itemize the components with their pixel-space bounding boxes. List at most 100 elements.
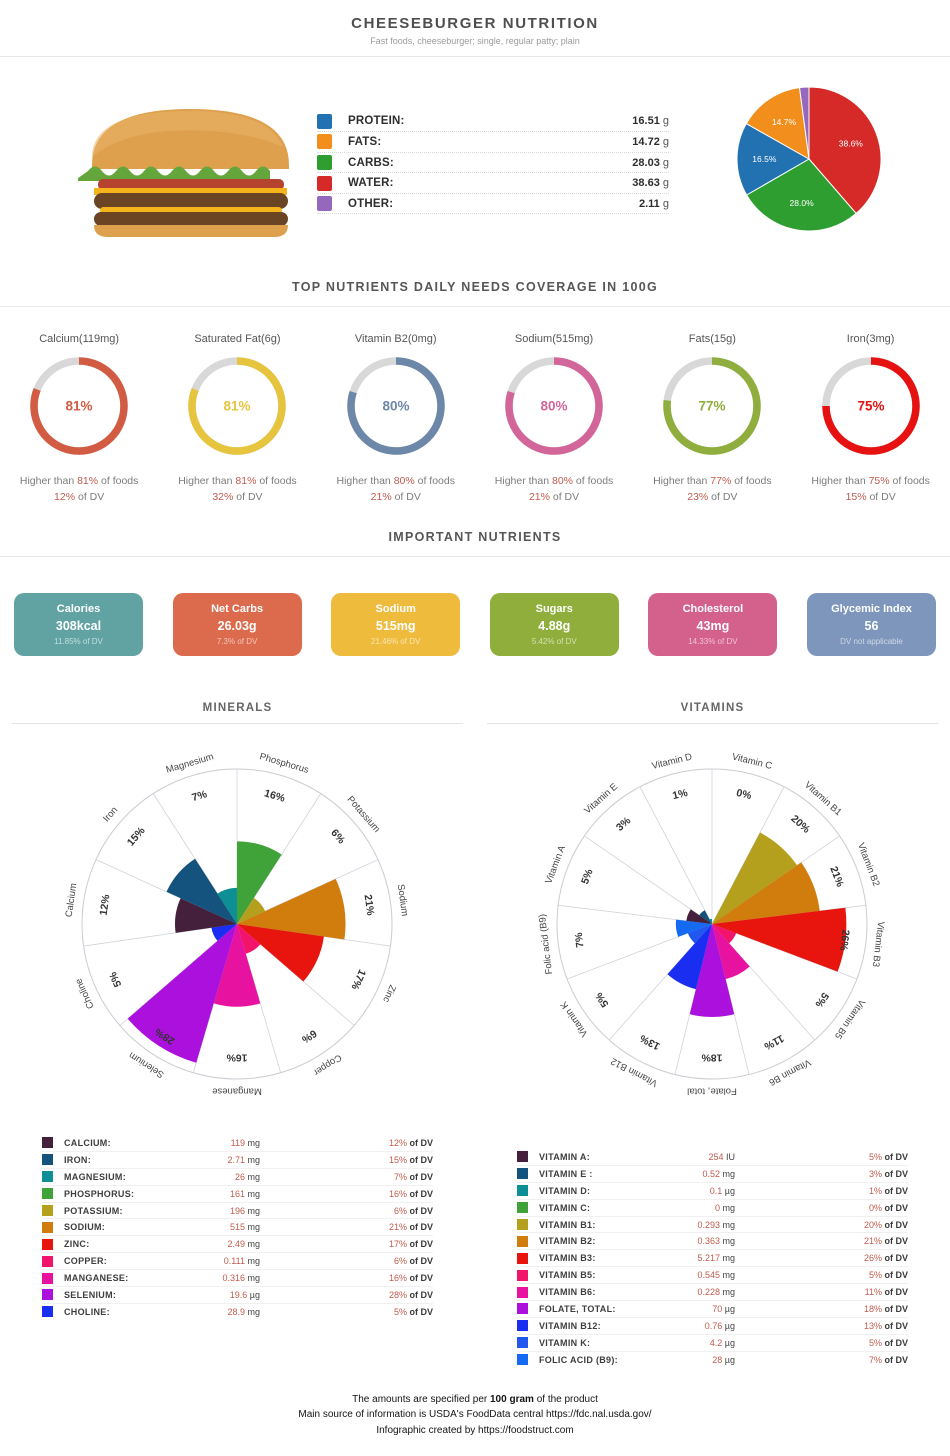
row-value: 0.111 mg: [223, 1256, 260, 1267]
legend-swatch: [317, 196, 332, 212]
legend-label: FATS:: [348, 135, 382, 148]
polar-wedge-manganese: [213, 924, 261, 1007]
row-value: 5.217 mg: [697, 1253, 735, 1264]
row-value: 0.293 mg: [697, 1219, 735, 1230]
polar-category-label: Folic acid (B9): [537, 913, 555, 975]
polar-category-label: Sodium: [395, 883, 410, 917]
polar-wedge-vitamin-b3: [712, 907, 847, 972]
macro-legend-row: CARBS: 28.03 g: [317, 153, 669, 174]
row-swatch: [42, 1306, 53, 1318]
row-dv: 6% of DV: [393, 1205, 433, 1216]
polar-percent-label: 3%: [614, 814, 634, 833]
row-value: 0 mg: [714, 1202, 735, 1213]
row-dv: 28% of DV: [388, 1289, 433, 1300]
table-row: VITAMIN D: 0.1 µg 1% of DV: [517, 1183, 908, 1200]
row-dv: 5% of DV: [868, 1337, 908, 1348]
gauges-row: Calcium(119mg) 81% Higher than 81% of food…: [0, 307, 950, 519]
row-name: PHOSPHORUS:: [64, 1188, 135, 1199]
nutrient-card: Glycemic Index 56 DV not applicable: [806, 593, 936, 656]
row-swatch: [42, 1188, 53, 1200]
table-row: VITAMIN B6: 0.228 mg 11% of DV: [517, 1284, 908, 1302]
minerals-section-title: MINERALS: [202, 702, 273, 714]
row-value: 28 µg: [712, 1354, 735, 1365]
row-name: CHOLINE:: [64, 1306, 110, 1317]
polar-category-label: Vitamin B1: [802, 780, 844, 819]
minerals-half: MINERALS 16% Phosphorus 6% Potassium 21% Sodi…: [0, 702, 475, 1320]
polar-wedge-potassium: [237, 897, 266, 924]
row-value: 0.545 mg: [697, 1270, 735, 1281]
table-row: VITAMIN B3: 5.217 mg 26% of DV: [517, 1250, 908, 1268]
nutrient-card: Net Carbs 26.03g 7.3% of DV: [172, 593, 302, 656]
row-name: VITAMIN C:: [539, 1202, 591, 1213]
row-name: VITAMIN E :: [539, 1168, 593, 1179]
gauge-percent: 80%: [541, 399, 568, 414]
row-swatch: [517, 1286, 528, 1298]
card-dv: DV not applicable: [840, 637, 903, 646]
polar-category-label: Folate, total: [687, 1086, 737, 1097]
gauge-percent: 81%: [224, 399, 251, 414]
row-dv: 16% of DV: [388, 1273, 433, 1284]
pie-slice-label: 14.7%: [772, 116, 797, 126]
row-swatch: [42, 1137, 53, 1149]
polar-category-label: Vitamin D: [651, 751, 694, 772]
table-row: PHOSPHORUS: 161 mg 16% of DV: [42, 1186, 433, 1203]
card-dv: 21.46% of DV: [371, 637, 421, 646]
polar-percent-label: 11%: [762, 1032, 786, 1052]
nutrient-card: Sugars 4.88g 5.42% of DV: [489, 593, 619, 656]
card-title: Calories: [56, 603, 101, 615]
legend-label: OTHER:: [348, 197, 394, 210]
table-row: FOLATE, TOTAL: 70 µg 18% of DV: [517, 1301, 908, 1318]
table-row: SODIUM: 515 mg 21% of DV: [42, 1219, 433, 1237]
polar-percent-label: 12%: [98, 893, 113, 916]
polar-category-label: Zinc: [380, 983, 398, 1004]
polar-category-label: Vitamin K: [558, 999, 590, 1039]
gauge-caption: Higher than 75% of foods 15% of DV: [811, 475, 930, 503]
row-name: VITAMIN B12:: [539, 1320, 601, 1331]
polar-percent-label: 16%: [226, 1051, 248, 1063]
polar-wedge-folate-total: [689, 924, 735, 1017]
row-swatch: [42, 1154, 53, 1166]
polar-wedge-vitamin-d: [709, 918, 712, 924]
legend-label: PROTEIN:: [348, 115, 405, 128]
nutrient-card: Cholesterol 43mg 14.33% of DV: [648, 593, 778, 656]
row-value: 70 µg: [712, 1303, 735, 1314]
row-dv: 16% of DV: [388, 1188, 433, 1199]
row-name: COPPER:: [64, 1256, 108, 1267]
row-swatch: [517, 1337, 528, 1349]
row-swatch: [42, 1289, 53, 1301]
card-title: Sodium: [375, 603, 416, 615]
table-row: VITAMIN B1: 0.293 mg 20% of DV: [517, 1217, 908, 1234]
page-title: CHEESEBURGER NUTRITION: [351, 15, 599, 32]
gauge-donut: 81%: [30, 357, 128, 455]
row-name: POTASSIUM:: [64, 1205, 123, 1216]
row-name: MAGNESIUM:: [64, 1171, 126, 1182]
card-dv: 5.42% of DV: [531, 637, 577, 646]
row-value: 0.316 mg: [222, 1273, 260, 1284]
polar-percent-label: 6%: [299, 1027, 319, 1046]
gauge-title: Calcium(119mg): [39, 333, 120, 345]
polar-percent-label: 6%: [328, 827, 347, 847]
card-value: 56: [864, 619, 879, 633]
table-row: POTASSIUM: 196 mg 6% of DV: [42, 1203, 433, 1220]
charts-section: MINERALS 16% Phosphorus 6% Potassium 21% Sodi…: [0, 684, 950, 1368]
row-value: 28.9 mg: [227, 1306, 260, 1317]
row-swatch: [42, 1238, 53, 1250]
polar-percent-label: 21%: [362, 894, 377, 917]
gauge-donut: 77%: [663, 357, 762, 455]
table-row: VITAMIN E : 0.52 mg 3% of DV: [517, 1166, 908, 1183]
row-swatch: [42, 1205, 53, 1216]
row-dv: 21% of DV: [388, 1222, 433, 1233]
pie-slice-label: 16.5%: [752, 154, 777, 164]
header: CHEESEBURGER NUTRITION Fast foods, chees…: [0, 0, 950, 57]
card-title: Cholesterol: [682, 603, 744, 615]
row-value: 4.2 µg: [709, 1337, 735, 1348]
macro-section: PROTEIN: 16.51 g FATS: 14.72 g CARBS: 28.03 g…: [0, 57, 950, 269]
polar-percent-label: 5%: [107, 969, 124, 988]
polar-percent-label: 0%: [735, 787, 753, 802]
row-value: 254 IU: [708, 1151, 735, 1162]
table-row: COPPER: 0.111 mg 6% of DV: [42, 1253, 433, 1271]
gauge-percent: 77%: [699, 399, 726, 414]
row-swatch: [517, 1151, 528, 1163]
polar-percent-label: 5%: [579, 867, 596, 886]
